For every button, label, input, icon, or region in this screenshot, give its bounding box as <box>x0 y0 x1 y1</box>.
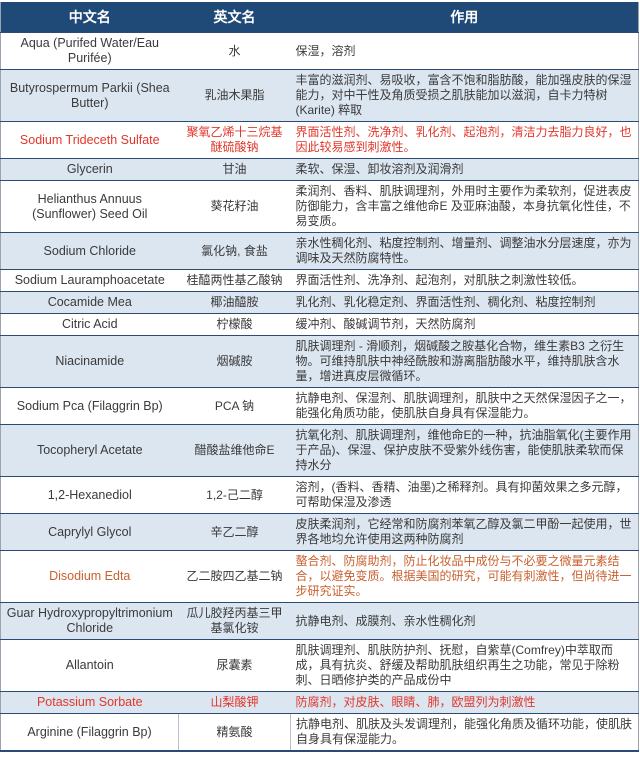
table-row: Guar Hydroxypropyltrimonium Chloride 瓜儿胶… <box>0 602 639 640</box>
ingredient-name-cell: Potassium Sorbate <box>0 691 179 714</box>
table-row: Helianthus Annuus (Sunflower) Seed Oil 葵… <box>0 180 639 233</box>
ingredient-name-cell: Cocamide Mea <box>0 291 179 314</box>
table-row: Citric Acid 柠檬酸 缓冲剂、酸碱调节剂，天然防腐剂 <box>0 313 639 336</box>
effect-cell: 亲水性稠化剂、粘度控制剂、增量剂、调整油水分层速度，亦为调味及天然防腐特性。 <box>290 232 639 270</box>
effect-cell: 柔软、保湿、卸妆溶剂及润滑剂 <box>290 158 639 181</box>
effect-cell: 乳化剂、乳化稳定剂、界面活性剂、稠化剂、粘度控制剂 <box>290 291 639 314</box>
table-row: Potassium Sorbate 山梨酸钾 防腐剂，对皮肤、眼睛、肺，欧盟列为… <box>0 691 639 714</box>
effect-cell: 缓冲剂、酸碱调节剂，天然防腐剂 <box>290 313 639 336</box>
ingredient-name-cell: Sodium Pca (Filaggrin Bp) <box>0 387 179 425</box>
effect-cell: 界面活性剂、洗净剂、乳化剂、起泡剂，清洁力去脂力良好，也因此较易感到刺激性。 <box>290 121 639 159</box>
table-row: Sodium Pca (Filaggrin Bp) PCA 钠 抗静电剂、保湿剂… <box>0 387 639 425</box>
chinese-name-cell: PCA 钠 <box>178 387 291 425</box>
chinese-name-cell: 乳油木果脂 <box>178 69 291 122</box>
table-row: Disodium Edta 乙二胺四乙基二钠 螯合剂、防腐助剂，防止化妆品中成份… <box>0 550 639 603</box>
effect-cell: 溶剂，(香料、香精、油墨)之稀释剂。具有抑菌效果之多元醇，可帮助保湿及渗透 <box>290 476 639 514</box>
table-row: Sodium Trideceth Sulfate 聚氧乙烯十三烷基醚硫酸钠 界面… <box>0 121 639 159</box>
ingredient-name-cell: Arginine (Filaggrin Bp) <box>0 713 179 751</box>
effect-cell: 抗氧化剂、肌肤调理剂，维他命E的一种，抗油脂氧化(主要作用于产品)、保湿、保护皮… <box>290 424 639 477</box>
chinese-name-cell: 椰油醯胺 <box>178 291 291 314</box>
ingredient-name-cell: Citric Acid <box>0 313 179 336</box>
chinese-name-cell: 乙二胺四乙基二钠 <box>178 550 291 603</box>
chinese-name-cell: 甘油 <box>178 158 291 181</box>
column-header-chinese-name: 中文名 <box>0 2 179 33</box>
table-row: Arginine (Filaggrin Bp) 精氨酸 抗静电剂、肌肤及头发调理… <box>0 713 639 751</box>
ingredient-name-cell: Helianthus Annuus (Sunflower) Seed Oil <box>0 180 179 233</box>
table-row: Caprylyl Glycol 辛乙二醇 皮肤柔润剂，它经常和防腐剂苯氧乙醇及氯… <box>0 513 639 551</box>
ingredient-name-cell: 1,2-Hexanediol <box>0 476 179 514</box>
table-row: Tocopheryl Acetate 醋酸盐维他命E 抗氧化剂、肌肤调理剂，维他… <box>0 424 639 477</box>
chinese-name-cell: 1,2-己二醇 <box>178 476 291 514</box>
table-body: Aqua (Purifed Water/Eau Purifée) 水 保湿，溶剂… <box>0 32 639 751</box>
effect-cell: 保湿，溶剂 <box>290 32 639 70</box>
ingredient-name-cell: Sodium Chloride <box>0 232 179 270</box>
table-row: Allantoin 尿囊素 肌肤调理剂、肌肤防护剂、抚慰，自紫草(Comfrey… <box>0 639 639 692</box>
effect-cell: 界面活性剂、洗净剂、起泡剂，对肌肤之刺激性较低。 <box>290 269 639 292</box>
chinese-name-cell: 氯化钠, 食盐 <box>178 232 291 270</box>
column-header-english-name: 英文名 <box>178 2 291 33</box>
effect-cell: 抗静电剂、肌肤及头发调理剂，能强化角质及循环功能，使肌肤自身具有保湿能力。 <box>290 713 639 751</box>
table-row: Cocamide Mea 椰油醯胺 乳化剂、乳化稳定剂、界面活性剂、稠化剂、粘度… <box>0 291 639 314</box>
effect-cell: 防腐剂，对皮肤、眼睛、肺，欧盟列为刺激性 <box>290 691 639 714</box>
chinese-name-cell: 水 <box>178 32 291 70</box>
table-row: Butyrospermum Parkii (Shea Butter) 乳油木果脂… <box>0 69 639 122</box>
ingredient-name-cell: Sodium Trideceth Sulfate <box>0 121 179 159</box>
effect-cell: 抗静电剂、成膜剂、亲水性稠化剂 <box>290 602 639 640</box>
effect-cell: 肌肤调理剂 - 滑顺剂，烟碱酸之胺基化合物，维生素B3 之衍生物。可维持肌肤中神… <box>290 335 639 388</box>
chinese-name-cell: 瓜儿胶羟丙基三甲基氯化铵 <box>178 602 291 640</box>
table-row: 1,2-Hexanediol 1,2-己二醇 溶剂，(香料、香精、油墨)之稀释剂… <box>0 476 639 514</box>
effect-cell: 抗静电剂、保湿剂、肌肤调理剂，肌肤中之天然保湿因子之一，能强化角质功能，使肌肤自… <box>290 387 639 425</box>
chinese-name-cell: 聚氧乙烯十三烷基醚硫酸钠 <box>178 121 291 159</box>
chinese-name-cell: 烟碱胺 <box>178 335 291 388</box>
table-header-row: 中文名 英文名 作用 <box>0 2 639 33</box>
table-row: Niacinamide 烟碱胺 肌肤调理剂 - 滑顺剂，烟碱酸之胺基化合物，维生… <box>0 335 639 388</box>
effect-cell: 柔润剂、香料、肌肤调理剂，外用时主要作为柔软剂，促进表皮防御能力，含丰富之维他命… <box>290 180 639 233</box>
chinese-name-cell: 精氨酸 <box>178 713 291 751</box>
ingredient-name-cell: Aqua (Purifed Water/Eau Purifée) <box>0 32 179 70</box>
chinese-name-cell: 尿囊素 <box>178 639 291 692</box>
table-row: Sodium Lauramphoacetate 桂醯两性基乙酸钠 界面活性剂、洗… <box>0 269 639 292</box>
chinese-name-cell: 辛乙二醇 <box>178 513 291 551</box>
effect-cell: 螯合剂、防腐助剂，防止化妆品中成份与不必要之微量元素结合，以避免变质。根据美国的… <box>290 550 639 603</box>
ingredient-name-cell: Sodium Lauramphoacetate <box>0 269 179 292</box>
effect-cell: 丰富的滋润剂、易吸收，富含不饱和脂肪酸，能加强皮肤的保湿能力，对中干性及角质受损… <box>290 69 639 122</box>
chinese-name-cell: 山梨酸钾 <box>178 691 291 714</box>
ingredient-name-cell: Allantoin <box>0 639 179 692</box>
chinese-name-cell: 桂醯两性基乙酸钠 <box>178 269 291 292</box>
table-row: Sodium Chloride 氯化钠, 食盐 亲水性稠化剂、粘度控制剂、增量剂… <box>0 232 639 270</box>
ingredient-name-cell: Butyrospermum Parkii (Shea Butter) <box>0 69 179 122</box>
chinese-name-cell: 醋酸盐维他命E <box>178 424 291 477</box>
ingredient-name-cell: Niacinamide <box>0 335 179 388</box>
effect-cell: 皮肤柔润剂，它经常和防腐剂苯氧乙醇及氯二甲酚一起使用，世界各地均允许使用这两种防… <box>290 513 639 551</box>
ingredient-name-cell: Glycerin <box>0 158 179 181</box>
ingredient-name-cell: Caprylyl Glycol <box>0 513 179 551</box>
column-header-effect: 作用 <box>290 2 639 33</box>
ingredient-name-cell: Tocopheryl Acetate <box>0 424 179 477</box>
table-row: Aqua (Purifed Water/Eau Purifée) 水 保湿，溶剂 <box>0 32 639 70</box>
ingredient-name-cell: Guar Hydroxypropyltrimonium Chloride <box>0 602 179 640</box>
table-row: Glycerin 甘油 柔软、保湿、卸妆溶剂及润滑剂 <box>0 158 639 181</box>
chinese-name-cell: 柠檬酸 <box>178 313 291 336</box>
ingredient-name-cell: Disodium Edta <box>0 550 179 603</box>
chinese-name-cell: 葵花籽油 <box>178 180 291 233</box>
effect-cell: 肌肤调理剂、肌肤防护剂、抚慰，自紫草(Comfrey)中萃取而成，具有抗炎、舒缓… <box>290 639 639 692</box>
